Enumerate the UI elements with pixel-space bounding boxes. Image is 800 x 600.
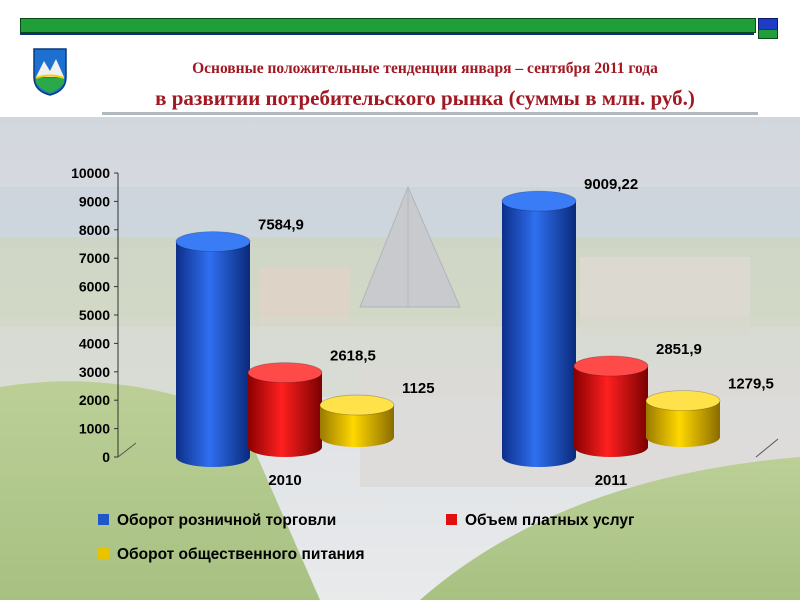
bar-top [645, 390, 721, 412]
y-tick-label: 6000 [79, 279, 110, 295]
bars-layer [175, 190, 721, 467]
category-label-2011: 2011 [595, 472, 628, 489]
top-green-stripe [20, 18, 756, 33]
y-tick-label: 4000 [79, 335, 110, 351]
data-label-retail-2010: 7584,9 [258, 217, 304, 234]
legend-item-catering: Оборот общественного питания [98, 546, 365, 566]
bar-top [573, 355, 649, 377]
bar-body [646, 400, 720, 447]
bar-body [248, 372, 322, 457]
bar-top [501, 190, 577, 212]
legend-label-catering: Оборот общественного питания [117, 546, 365, 563]
bar-catering-2010 [319, 394, 395, 447]
legend-item-paid-services: Объем платных услуг [446, 512, 634, 532]
legend-item-retail: Оборот розничной торговли [98, 512, 336, 532]
bar-body [502, 201, 576, 467]
city-background-photo [0, 117, 800, 600]
bar-paid-services-2010 [247, 362, 323, 457]
y-tick-label: 8000 [79, 222, 110, 238]
top-blue-line [20, 33, 754, 35]
data-labels-layer: 7584,9 2618,5 1125 2010 9009,22 2851,9 1279,5 2… [258, 176, 774, 489]
y-tick-label: 5000 [79, 307, 110, 323]
bar-body [574, 366, 648, 457]
data-label-retail-2011: 9009,22 [584, 176, 638, 193]
bar-top [175, 231, 251, 252]
y-tick-label: 7000 [79, 250, 110, 266]
legend-swatch-yellow [98, 548, 109, 560]
legend: Оборот розничной торговли Объем платных … [98, 512, 738, 572]
y-axis: 0 1000 2000 3000 4000 5000 6000 7000 8000 9000 100… [71, 165, 779, 465]
data-label-catering-2011: 1279,5 [728, 376, 774, 393]
bar-body [320, 405, 394, 447]
y-tick-label: 1000 [79, 421, 110, 437]
slide-title-line-1: Основные положительные тенденции января … [192, 60, 658, 77]
data-label-paid-services-2010: 2618,5 [330, 348, 376, 365]
bar-paid-services-2011 [573, 355, 649, 457]
chart: 0 1000 2000 3000 4000 5000 6000 7000 8000 9000 100… [71, 165, 779, 489]
bar-body [176, 241, 250, 467]
baseline-right [755, 438, 779, 458]
bar-retail-2011 [501, 190, 577, 467]
title-underline [102, 112, 758, 115]
bar-top [319, 394, 395, 416]
slide-title-line-2: в развитии потребительского рынка (суммы… [155, 86, 695, 110]
y-tick-label: 0 [102, 449, 110, 465]
y-tick-label: 10000 [71, 165, 110, 181]
bar-catering-2011 [645, 390, 721, 447]
legend-swatch-blue [98, 514, 109, 526]
data-label-paid-services-2011: 2851,9 [656, 341, 702, 358]
top-green-square [758, 29, 778, 39]
legend-swatch-red [446, 514, 457, 526]
category-label-2010: 2010 [268, 472, 301, 489]
bar-retail-2010 [175, 231, 251, 467]
y-tick-label: 3000 [79, 364, 110, 380]
data-label-catering-2010: 1125 [402, 380, 435, 397]
y-tick-label: 9000 [79, 193, 110, 209]
city-coat-of-arms-icon [33, 48, 67, 96]
y-tick-label: 2000 [79, 392, 110, 408]
legend-label-paid-services: Объем платных услуг [465, 512, 635, 529]
bar-top [247, 362, 323, 384]
top-decor-bar [20, 18, 778, 39]
baseline-left [117, 442, 137, 458]
legend-label-retail: Оборот розничной торговли [117, 512, 337, 529]
